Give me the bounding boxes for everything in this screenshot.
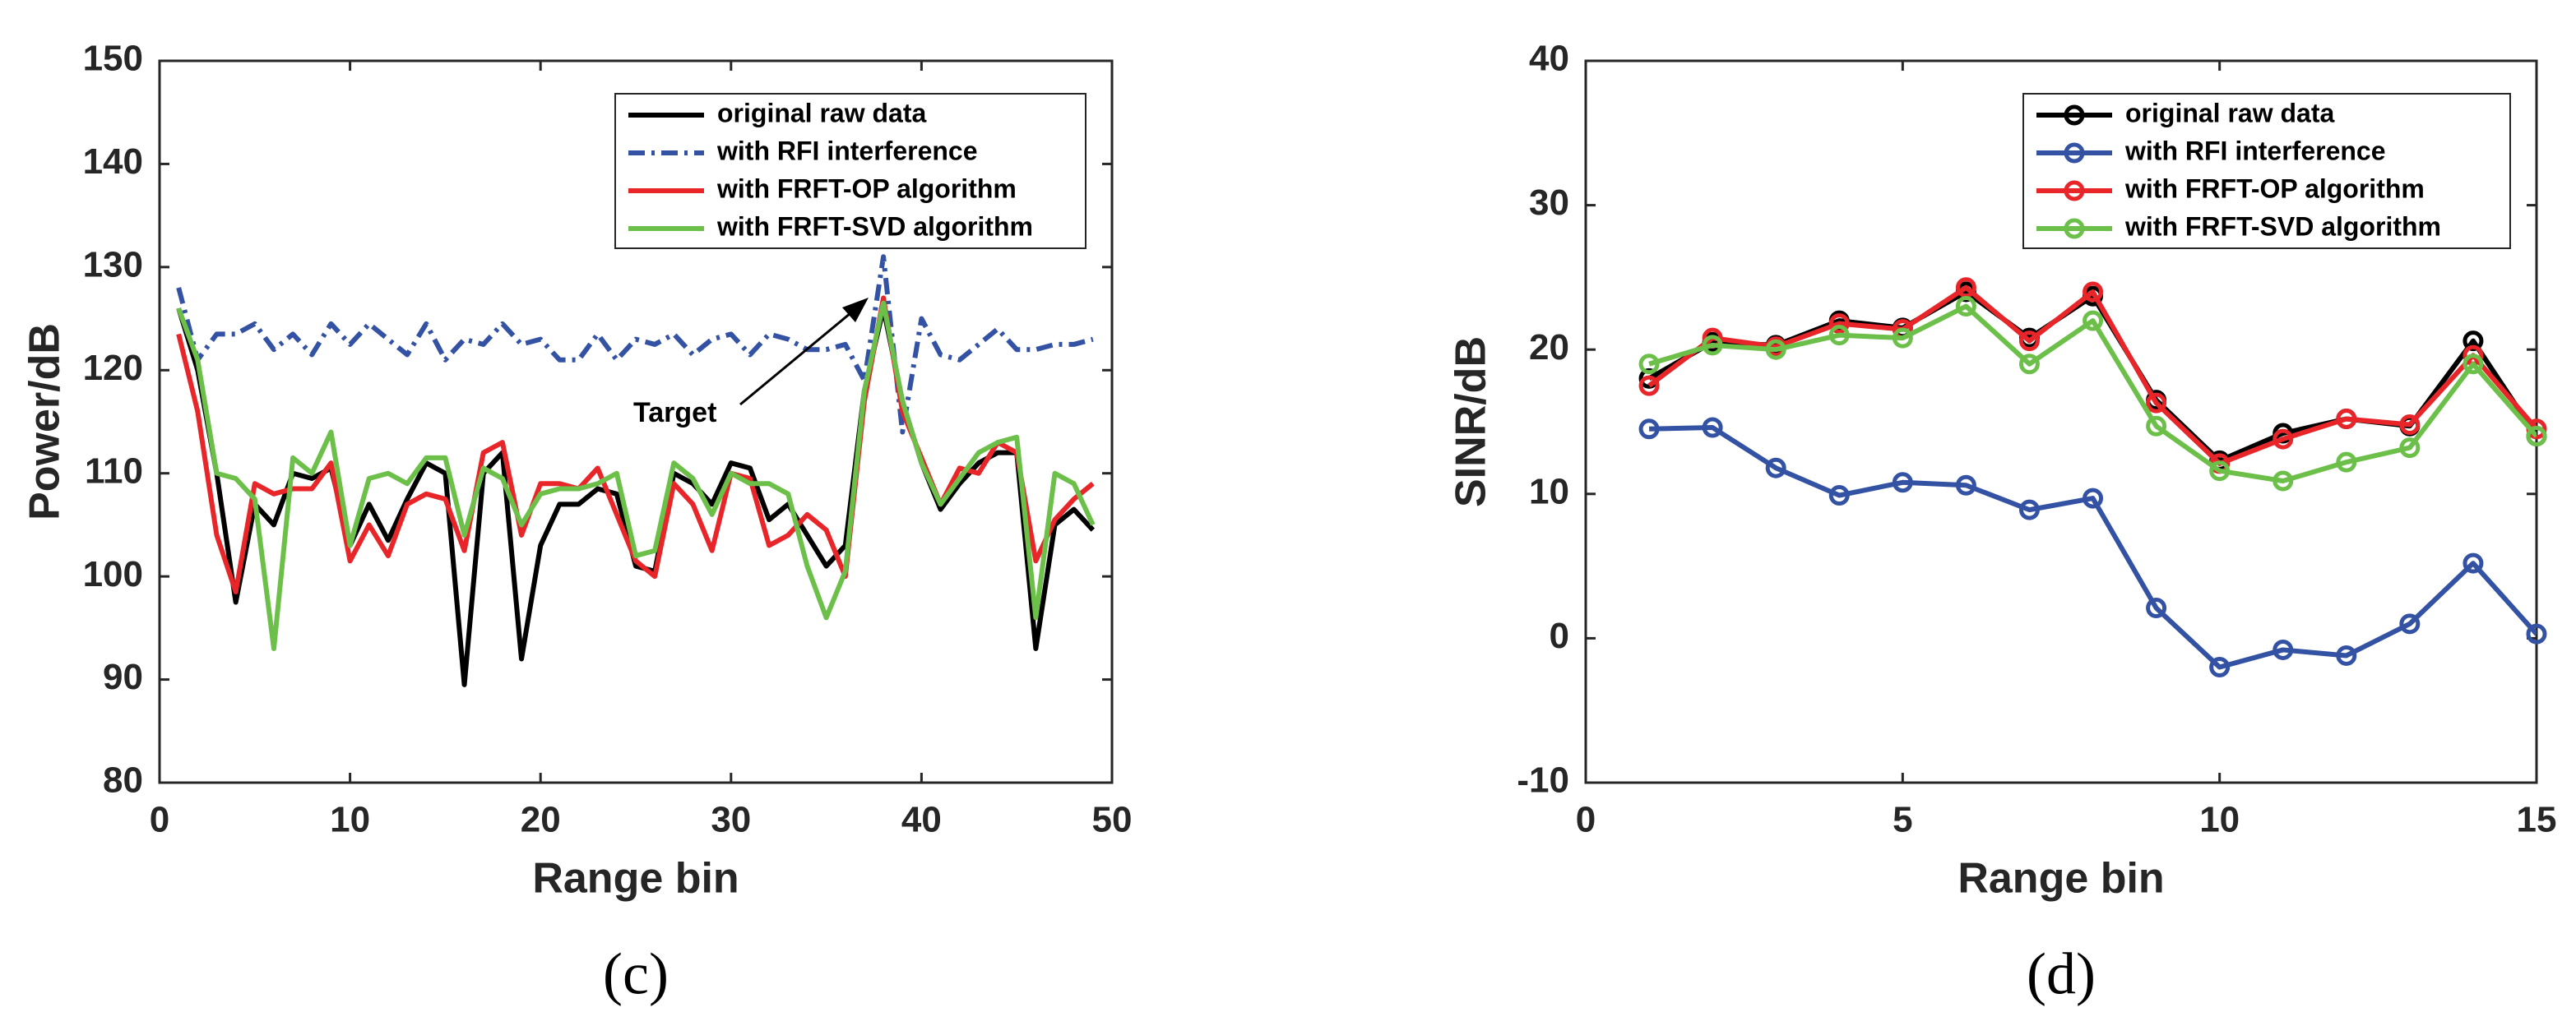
y-tick-label: 100	[83, 554, 143, 594]
y-tick-label: 30	[1529, 183, 1569, 223]
marker	[2083, 281, 2104, 303]
y-tick-label: 150	[83, 39, 143, 79]
marker	[1765, 457, 1786, 478]
caption: (d)	[2027, 941, 2096, 1007]
y-tick-label: 0	[1550, 616, 1569, 656]
marker	[1828, 325, 1850, 346]
marker	[1702, 417, 1723, 438]
series-line	[176, 254, 1094, 435]
series-line	[176, 300, 1096, 651]
x-tick-label: 5	[1893, 800, 1912, 840]
marker	[2336, 451, 2357, 473]
y-tick-label: 40	[1529, 39, 1569, 79]
annotation-arrow	[739, 307, 856, 406]
y-tick-label: 90	[103, 657, 143, 697]
series-line	[1647, 284, 2537, 466]
marker	[2526, 426, 2547, 447]
marker	[1638, 375, 1660, 396]
x-tick-label: 10	[2199, 800, 2240, 840]
arrow-head	[842, 298, 869, 322]
y-tick-label: 120	[83, 348, 143, 388]
legend-label: original raw data	[2125, 98, 2334, 127]
series-line	[1648, 303, 2537, 483]
x-tick-label: 0	[150, 800, 169, 840]
x-tick-label: 20	[521, 800, 561, 840]
marker	[2399, 613, 2421, 635]
marker	[1828, 485, 1850, 506]
y-tick-label: -10	[1517, 760, 1569, 801]
marker	[2462, 552, 2484, 574]
marker	[2146, 598, 2167, 619]
legend-label: with RFI interference	[716, 136, 978, 165]
marker	[1892, 472, 1913, 493]
y-tick-label: 10	[1529, 471, 1569, 511]
legend-label: with RFI interference	[2124, 136, 2386, 165]
y-tick-label: 80	[103, 760, 143, 801]
x-tick-label: 15	[2517, 800, 2557, 840]
marker	[1955, 296, 1976, 317]
y-tick-label: 20	[1529, 327, 1569, 367]
marker	[1638, 354, 1660, 375]
series-line	[1648, 425, 2537, 670]
marker	[1702, 335, 1723, 356]
x-tick-label: 0	[1576, 800, 1596, 840]
marker	[1955, 474, 1976, 496]
legend-label: with FRFT-OP algorithm	[2124, 173, 2425, 203]
x-tick-label: 30	[711, 800, 751, 840]
marker	[1765, 339, 1786, 360]
legend-box	[614, 93, 1086, 249]
legend-label: with FRFT-SVD algorithm	[2124, 211, 2441, 241]
legend-label: with FRFT-SVD algorithm	[716, 211, 1033, 241]
legend-label: with FRFT-OP algorithm	[716, 173, 1017, 203]
x-axis-label: Range bin	[532, 855, 739, 903]
x-tick-label: 50	[1092, 800, 1133, 840]
marker	[2273, 428, 2294, 450]
marker	[2018, 330, 2040, 352]
marker	[1955, 277, 1976, 298]
y-tick-label: 130	[83, 244, 143, 284]
y-tick-label: 140	[83, 141, 143, 182]
x-axis-label: Range bin	[1957, 855, 2164, 903]
marker	[2273, 639, 2294, 660]
x-tick-label: 40	[901, 800, 942, 840]
marker	[1828, 313, 1850, 335]
marker	[2336, 645, 2357, 666]
marker	[2399, 414, 2421, 436]
caption: (c)	[603, 941, 669, 1007]
legend-marker	[2064, 218, 2085, 239]
legend-box	[2022, 93, 2511, 249]
marker	[2146, 392, 2167, 414]
legend-label: original raw data	[717, 98, 926, 127]
marker	[2083, 488, 2104, 509]
y-tick-label: 110	[85, 451, 143, 491]
legend-marker	[2064, 104, 2085, 126]
marker	[2526, 623, 2547, 645]
annotation: Target	[633, 397, 716, 428]
marker	[2018, 354, 2040, 375]
marker	[2018, 499, 2040, 520]
marker	[2209, 657, 2231, 678]
marker	[2273, 470, 2294, 492]
marker	[1638, 418, 1660, 440]
marker	[2083, 310, 2104, 331]
marker	[2336, 408, 2357, 429]
marker	[2462, 354, 2484, 375]
marker	[2209, 460, 2231, 482]
marker	[1892, 327, 1913, 349]
marker	[2399, 437, 2421, 459]
y-axis-label: Power/dB	[21, 323, 69, 520]
x-tick-label: 10	[330, 800, 370, 840]
marker	[2146, 415, 2167, 437]
legend-marker	[2064, 142, 2085, 164]
legend-marker	[2064, 180, 2085, 201]
y-axis-label: SINR/dB	[1448, 336, 1495, 507]
